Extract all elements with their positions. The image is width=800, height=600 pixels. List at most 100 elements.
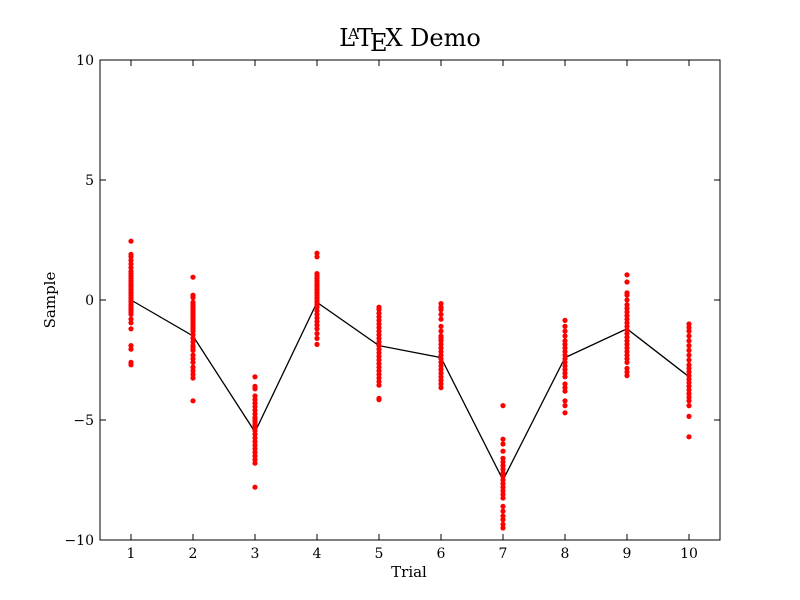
sample-point [376,321,382,327]
sample-point [128,238,134,244]
x-tick-label: 4 [313,546,322,562]
sample-point [252,449,258,455]
sample-point [128,343,134,349]
sample-point [686,362,692,368]
sample-point [314,335,320,341]
sample-point [438,356,444,362]
title-latex-a: A [347,25,359,43]
sample-point [562,356,568,362]
sample-point [190,328,196,334]
sample-point [376,335,382,341]
sample-point [376,353,382,359]
sample-point [624,334,630,340]
sample-point [252,439,258,445]
sample-point [128,265,134,271]
y-tick-label: 5 [85,173,94,189]
sample-point [252,393,258,399]
sample-point [562,388,568,394]
y-tick-label: 10 [76,53,94,69]
sample-point [624,365,630,371]
sample-point [438,385,444,391]
sample-point [686,376,692,382]
sample-point [624,323,630,329]
sample-point [128,254,134,260]
sample-point [624,272,630,278]
sample-point [376,332,382,338]
sample-point [562,349,568,355]
sample-point [562,410,568,416]
sample-point [438,316,444,322]
sample-point [686,333,692,339]
title-latex-e: E [370,29,388,57]
sample-point [438,359,444,365]
sample-point [686,321,692,327]
sample-point [438,370,444,376]
sample-point [252,446,258,452]
sample-point [500,470,506,476]
sample-point [500,459,506,465]
sample-point [624,302,630,308]
sample-point [562,385,568,391]
sample-point [252,453,258,459]
sample-point [252,411,258,417]
sample-point [190,364,196,370]
sample-point [376,310,382,316]
svg-text:LATEX Demo: LATEX Demo [339,24,481,57]
sample-point [190,347,196,353]
sample-point [624,320,630,326]
sample-point [252,407,258,413]
sample-point [686,343,692,349]
sample-point [190,375,196,381]
sample-point [438,328,444,334]
sample-point [314,250,320,256]
sample-point [314,315,320,321]
x-axis-ticks: 1 2 3 4 5 6 7 8 9 10 [127,60,698,562]
sample-point [190,368,196,374]
sample-point [438,301,444,307]
x-tick-label: 8 [561,546,570,562]
sample-point [190,359,196,365]
sample-point [624,292,630,298]
title-latex-t: T [357,24,373,52]
sample-point [624,316,630,322]
sample-point [624,338,630,344]
sample-point [314,331,320,337]
sample-point [252,460,258,466]
sample-point [190,398,196,404]
sample-point [438,352,444,358]
sample-point [190,352,196,358]
sample-point [500,441,506,447]
x-tick-label: 7 [499,546,508,562]
sample-point [624,352,630,358]
sample-point [128,362,134,368]
sample-point [562,352,568,358]
sample-point [624,373,630,379]
title-rest: X Demo [385,24,480,52]
sample-point [686,369,692,375]
sample-point [314,308,320,314]
sample-point [376,361,382,367]
sample-point [438,381,444,387]
sample-point [376,328,382,334]
sample-point [686,380,692,386]
sample-point [376,364,382,370]
sample-point [686,357,692,363]
sample-point [190,295,196,301]
x-tick-label: 5 [375,546,384,562]
sample-point [252,374,258,380]
sample-point [624,349,630,355]
sample-point [252,397,258,403]
sample-point [128,257,134,263]
sample-point [500,491,506,497]
sample-point [376,314,382,320]
sample-point [500,488,506,494]
sample-point [252,428,258,434]
sample-point [500,463,506,469]
sample-point [376,382,382,388]
sample-point [190,371,196,377]
sample-point [376,339,382,345]
sample-point [438,338,444,344]
y-tick-label: 0 [85,293,94,309]
sample-point [252,386,258,392]
